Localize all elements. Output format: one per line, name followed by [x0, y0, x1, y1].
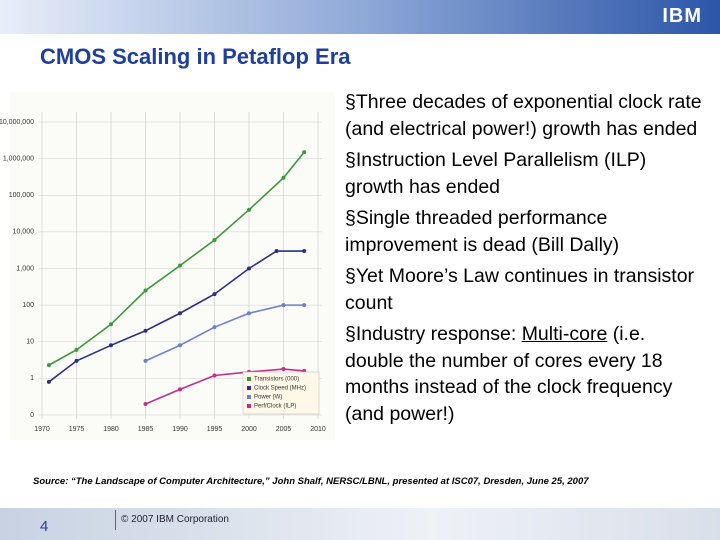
bullet-text: §Industry response: — [345, 323, 522, 345]
data-point — [46, 363, 51, 368]
bullet-text: §Yet Moore’s Law continues in transistor… — [345, 265, 695, 314]
legend-box — [242, 371, 320, 415]
trend-line — [145, 368, 305, 405]
bullet-text: §Instruction Level Parallelism (ILP) gro… — [345, 149, 647, 198]
logo: IBM — [662, 5, 702, 27]
data-point — [212, 292, 217, 297]
legend-label: Transistors (000) — [254, 377, 299, 383]
data-point — [281, 303, 286, 308]
y-tick-label: 0 — [30, 412, 34, 419]
y-tick-label: 100,000 — [9, 192, 34, 199]
data-point — [302, 249, 307, 254]
bullet-text: (i.e. double the number of cores every 1… — [345, 323, 673, 425]
legend-swatch — [247, 395, 251, 399]
slide-title: CMOS Scaling in Petaflop Era — [40, 44, 351, 69]
footer-separator — [115, 510, 116, 530]
data-point — [178, 311, 182, 316]
data-point — [143, 358, 148, 363]
legend-label: Power (W) — [254, 395, 282, 401]
x-tick-label: 1980 — [103, 426, 119, 433]
legend-swatch — [247, 386, 251, 390]
bullet-text: §Three decades of exponential clock rate… — [345, 91, 702, 140]
copyright: © 2007 IBM Corporation — [121, 514, 229, 525]
x-tick-label: 1995 — [207, 426, 223, 433]
data-point — [143, 401, 148, 406]
legend-swatch — [247, 377, 251, 381]
x-tick-label: 2005 — [276, 426, 292, 433]
data-point — [302, 303, 307, 308]
bullet-emphasis: Multi-core — [521, 323, 608, 345]
data-point — [74, 347, 79, 352]
bullet: §Single threaded performance improvement… — [345, 205, 705, 258]
x-tick-label: 2000 — [241, 426, 257, 433]
legend-swatch — [247, 404, 251, 408]
bullet: §Three decades of exponential clock rate… — [345, 89, 705, 142]
data-point — [143, 328, 148, 333]
data-point — [109, 343, 113, 348]
data-point — [178, 387, 182, 392]
data-point — [247, 311, 251, 316]
header-band: IBM — [0, 0, 720, 34]
data-point — [247, 207, 251, 212]
trend-line — [145, 304, 305, 362]
bullet: §Instruction Level Parallelism (ILP) gro… — [345, 147, 705, 200]
data-point — [178, 263, 182, 268]
data-point — [281, 367, 286, 372]
y-tick-label: 1,000,000 — [3, 155, 34, 162]
data-point — [212, 238, 217, 243]
x-tick-label: 1970 — [34, 426, 50, 433]
x-tick-label: 1990 — [172, 426, 188, 433]
page-number: 4 — [40, 518, 49, 535]
legend-label: Perf/Clock (ILP) — [254, 404, 296, 410]
data-point — [109, 322, 113, 327]
data-point — [143, 288, 148, 293]
data-point — [74, 358, 79, 363]
y-tick-label: 10,000 — [13, 229, 35, 236]
data-point — [178, 343, 182, 348]
data-point — [274, 249, 279, 254]
y-tick-label: 10,000,000 — [0, 119, 34, 126]
y-tick-label: 1 — [30, 375, 34, 382]
y-tick-label: 100 — [22, 302, 34, 309]
chart: 0 1 10 100 1,000 10,000 100,000 1,000,000 10,000… — [0, 92, 335, 440]
bullet: §Yet Moore’s Law continues in transistor… — [345, 263, 705, 316]
bullet-text: §Single threaded performance improvement… — [345, 207, 620, 256]
source-note: Source: “The Landscape of Computer Archi… — [33, 476, 589, 487]
x-tick-label: 1985 — [138, 426, 154, 433]
legend-label: Clock Speed (MHz) — [254, 386, 306, 392]
bullet: §Industry response: Multi-core (i.e. dou… — [345, 321, 705, 427]
data-point — [46, 379, 51, 384]
y-tick-label: 1,000 — [16, 265, 34, 272]
data-point — [212, 325, 217, 330]
data-point — [212, 373, 217, 378]
bullet-list: §Three decades of exponential clock rate… — [345, 89, 705, 432]
x-tick-label: 1975 — [69, 426, 85, 433]
data-point — [302, 150, 307, 155]
data-point — [281, 175, 286, 180]
x-tick-label: 2010 — [310, 426, 326, 433]
data-point — [247, 266, 251, 271]
footer-band — [0, 508, 720, 540]
y-tick-label: 10 — [26, 339, 34, 346]
